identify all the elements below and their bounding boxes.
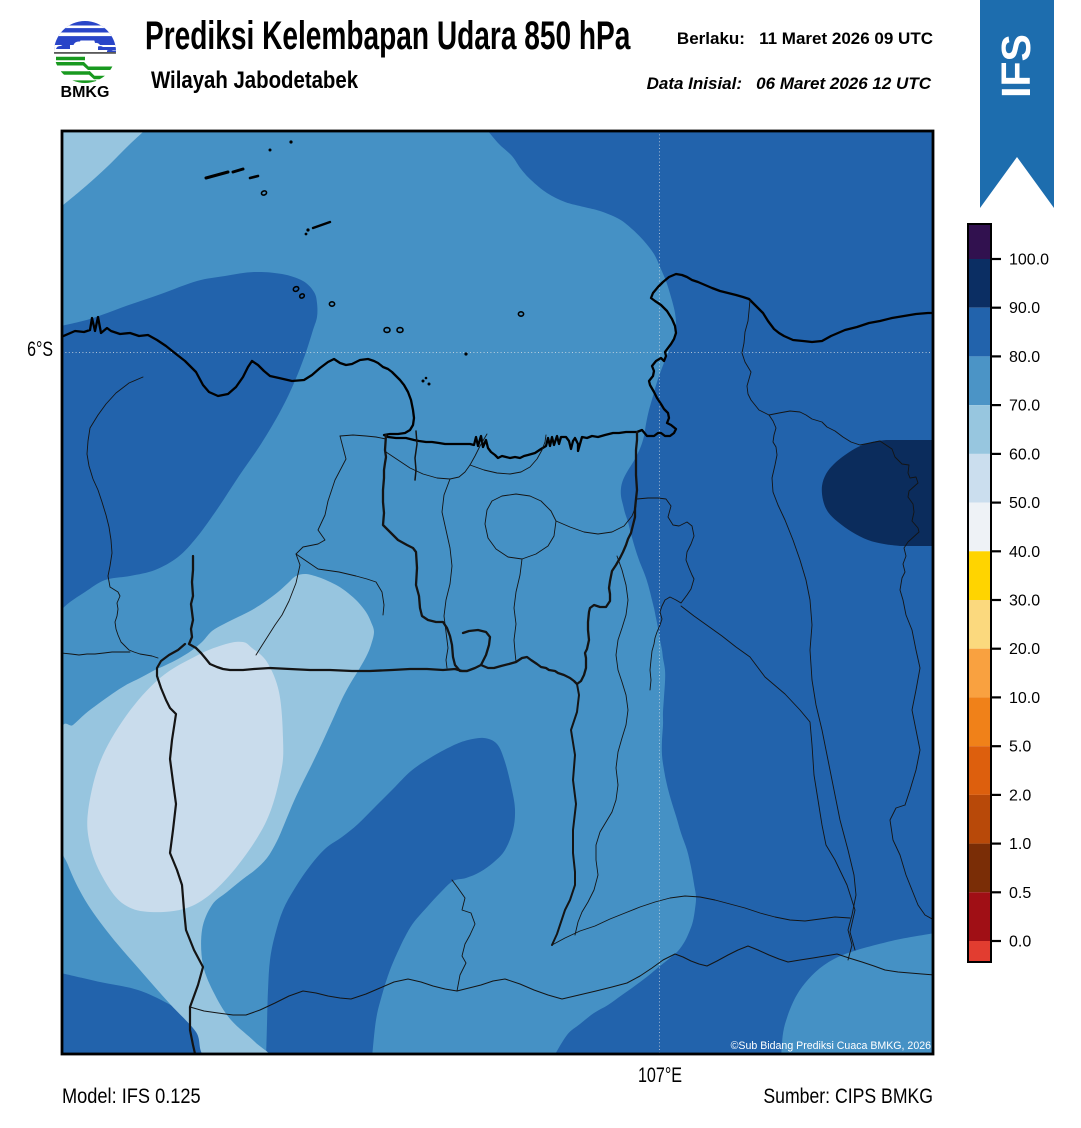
svg-text:5.0: 5.0	[1009, 739, 1031, 756]
svg-text:40.0: 40.0	[1009, 544, 1040, 561]
svg-text:60.0: 60.0	[1009, 446, 1040, 463]
svg-text:90.0: 90.0	[1009, 300, 1040, 317]
svg-text:2.0: 2.0	[1009, 787, 1031, 804]
svg-text:50.0: 50.0	[1009, 495, 1040, 512]
svg-text:0.5: 0.5	[1009, 885, 1031, 902]
svg-text:100.0: 100.0	[1009, 252, 1049, 269]
svg-text:70.0: 70.0	[1009, 398, 1040, 415]
svg-text:0.0: 0.0	[1009, 934, 1031, 951]
svg-text:1.0: 1.0	[1009, 836, 1031, 853]
svg-text:80.0: 80.0	[1009, 349, 1040, 366]
svg-text:20.0: 20.0	[1009, 641, 1040, 658]
svg-text:30.0: 30.0	[1009, 593, 1040, 610]
svg-text:10.0: 10.0	[1009, 690, 1040, 707]
svg-text:IFS: IFS	[993, 34, 1039, 98]
